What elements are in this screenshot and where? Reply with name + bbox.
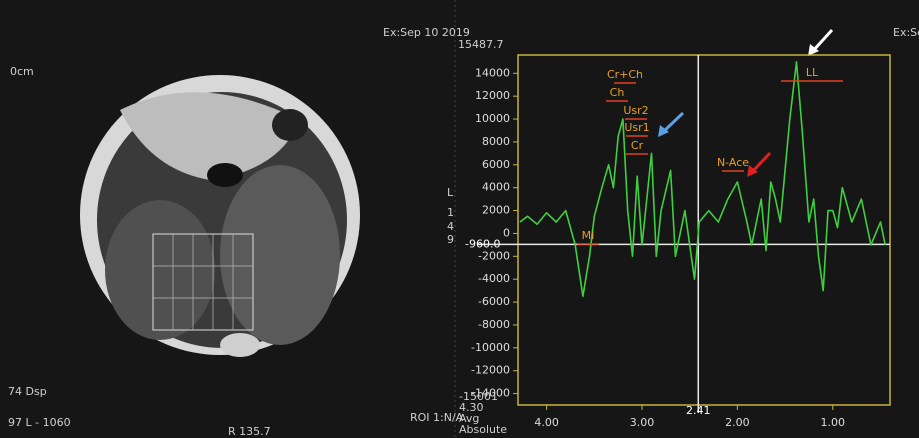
screen-label: 4.30 [459,401,484,414]
screen-label: Absolute [459,423,507,436]
screen-label: ROI 1:N/A [410,411,464,424]
y-tick-label: 12000 [475,89,510,102]
y-tick-label: 14000 [475,66,510,79]
peak-label: MI [582,229,595,242]
x-tick-label: 3.00 [630,416,655,429]
screen-label: Ex:Sep 10 2019 [383,26,470,39]
screen-label: 97 L - 1060 [8,416,71,429]
screen-label: Ex:Se [893,26,919,39]
arrows [658,28,834,177]
y-tick-label: 4000 [482,181,510,194]
y-tick-label: 0 [503,226,510,239]
screen-label: 4 [447,220,454,233]
screen-label: L [447,186,454,199]
screen-label: 1 [447,206,454,219]
y-tick-label: 6000 [482,158,510,171]
spectrum-line [519,61,886,298]
peak-label: N-Ace [717,156,749,169]
y-tick-label: -4000 [478,272,510,285]
y-tick-label: -2000 [478,249,510,262]
peak-label: Ch [610,86,625,99]
peak-label: Cr [631,139,644,152]
y-tick-label: 2000 [482,204,510,217]
mri-image [80,75,360,357]
peak-label: LL [806,66,819,79]
screen-label: 15487.7 [458,38,504,51]
peak-label: Cr+Ch [607,68,643,81]
screen-label: 0cm [10,65,34,78]
y-tick-label: -10000 [471,341,510,354]
cursor-x-label: 2.41 [686,404,711,417]
y-tick-label: 8000 [482,135,510,148]
screen-label: Avg [459,412,479,425]
cursor-y-label: -960.0 [465,237,500,250]
x-tick-label: 4.00 [534,416,559,429]
peak-label: Usr1 [624,121,649,134]
peak-label: Usr2 [623,104,648,117]
plot-frame [517,54,891,406]
screen-label: 9 [447,233,454,246]
screen-label: R 135.7 [228,425,271,438]
x-tick-label: 1.00 [821,416,846,429]
x-tick-label: 2.00 [725,416,750,429]
y-tick-label: -6000 [478,295,510,308]
y-tick-label: 10000 [475,112,510,125]
screen-label: 74 Dsp [8,385,47,398]
screen-label: -15001 [459,390,498,403]
y-tick-label: -8000 [478,318,510,331]
y-tick-label: -14000 [471,387,510,400]
y-tick-label: -12000 [471,364,510,377]
